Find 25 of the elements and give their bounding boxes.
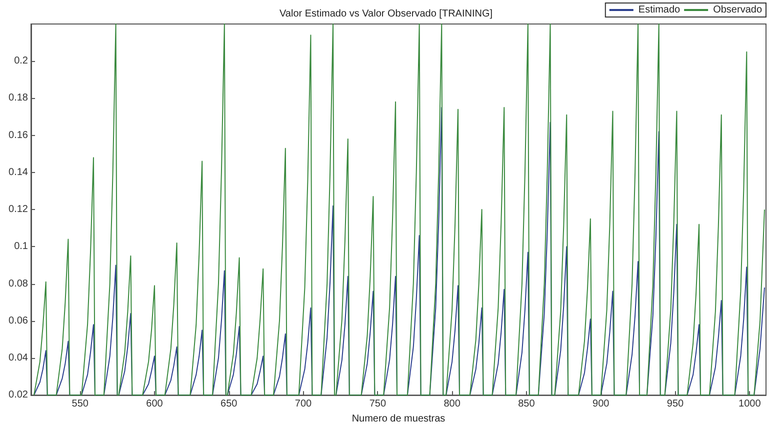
y-tick-label: 0.06	[8, 315, 28, 326]
chart-title: Valor Estimado vs Valor Observado [TRAINING]	[279, 8, 493, 20]
legend-label: Observado	[713, 4, 762, 16]
y-tick-label: 0.14	[8, 166, 28, 178]
x-tick-label: 750	[369, 398, 386, 410]
x-tick-label: 900	[592, 398, 610, 410]
legend-label: Estimado	[638, 4, 681, 16]
y-tick-label: 0.16	[8, 130, 28, 141]
x-tick-label: 950	[666, 398, 684, 410]
x-tick-label: 600	[146, 398, 164, 410]
x-tick-label: 850	[518, 398, 536, 410]
x-tick-label: 650	[220, 398, 238, 410]
x-tick-label: 700	[294, 398, 312, 410]
y-tick-label: 0.08	[8, 278, 28, 290]
line-series	[33, 24, 766, 396]
y-tick-label: 0.2	[14, 56, 28, 67]
y-tick-label: 0.18	[8, 92, 28, 104]
x-tick-label: 800	[444, 398, 461, 410]
y-tick-label: 0.04	[8, 352, 28, 364]
x-tick-label: 1000	[738, 398, 762, 410]
y-tick-label: 0.1	[14, 241, 28, 252]
y-tick-label: 0.02	[8, 390, 28, 401]
y-tick-label: 0.12	[8, 204, 28, 216]
x-tick-label: 550	[72, 398, 89, 410]
x-axis-title: Numero de muestras	[352, 414, 446, 424]
